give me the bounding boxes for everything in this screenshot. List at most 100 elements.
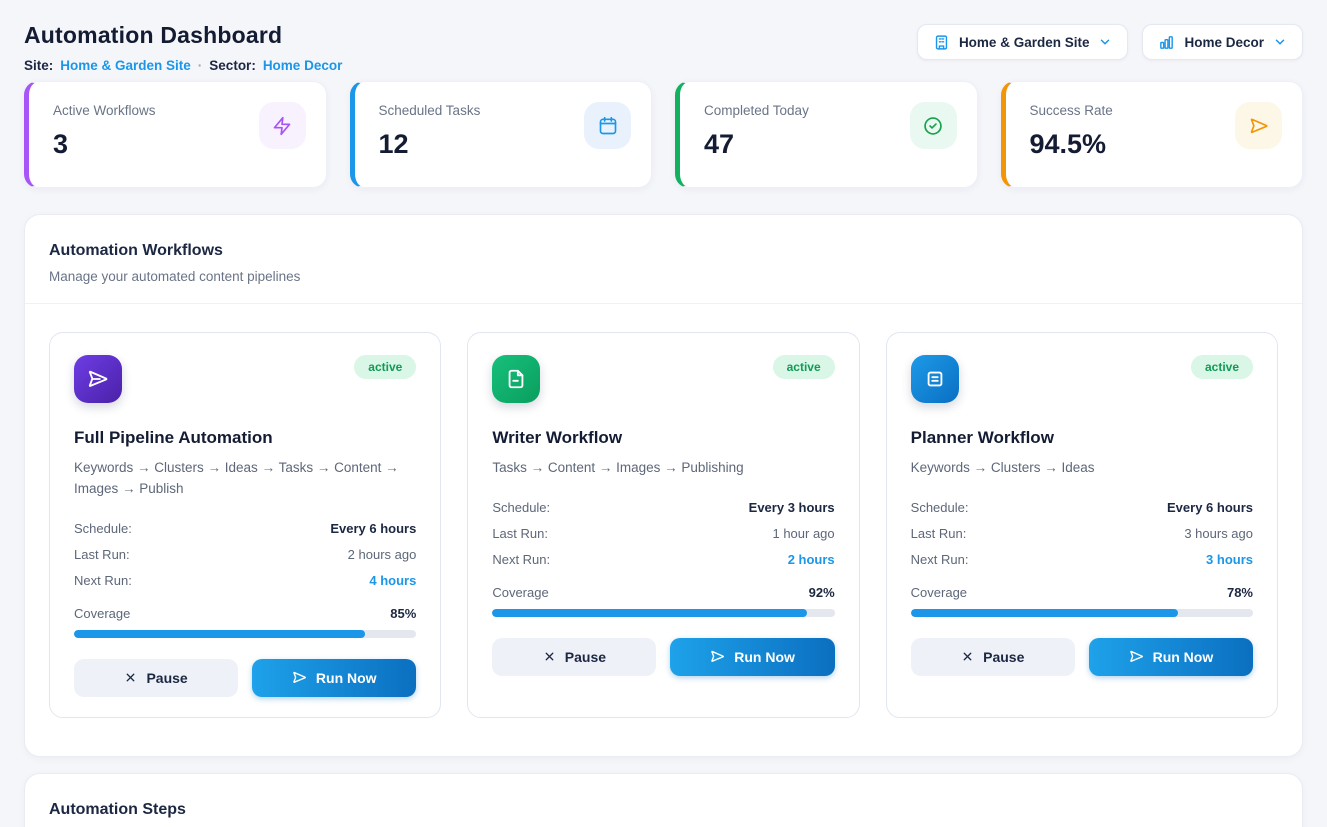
- schedule-row: Schedule: Every 3 hours: [492, 500, 835, 516]
- schedule-value: Every 6 hours: [330, 521, 417, 537]
- header-left: Automation Dashboard Site: Home & Garden…: [24, 22, 342, 73]
- calendar-icon: [584, 102, 631, 149]
- next-run-value: 2 hours: [787, 552, 835, 568]
- site-selector-value: Home & Garden Site: [958, 34, 1090, 50]
- workflow-pipeline: Tasks → Content → Images → Publishing: [492, 460, 744, 475]
- coverage-value: 85%: [390, 605, 417, 621]
- stat-label: Success Rate: [1029, 103, 1113, 118]
- workflows-grid: active Full Pipeline Automation Keywords…: [25, 304, 1302, 756]
- last-run-row: Last Run: 2 hours ago: [74, 547, 417, 563]
- workflows-subtitle: Manage your automated content pipelines: [49, 269, 301, 284]
- header-selectors: Home & Garden Site Home Decor: [916, 24, 1303, 60]
- steps-panel: Automation Steps Configure which steps a…: [24, 772, 1303, 827]
- stat-card-scheduled-tasks: Scheduled Tasks 12: [349, 81, 652, 188]
- status-badge: active: [1190, 355, 1253, 379]
- status-badge: active: [354, 355, 417, 379]
- steps-panel-header: Automation Steps Configure which steps a…: [25, 774, 1302, 827]
- stat-card-success-rate: Success Rate 94.5%: [1000, 81, 1303, 188]
- workflow-card-full-pipeline: active Full Pipeline Automation Keywords…: [49, 332, 442, 718]
- stat-label: Completed Today: [704, 103, 809, 118]
- coverage-block: Coverage 92%: [492, 584, 835, 617]
- stat-label: Scheduled Tasks: [378, 103, 481, 118]
- next-run-row: Next Run: 4 hours: [74, 573, 417, 589]
- coverage-progress-fill: [492, 608, 808, 617]
- coverage-value: 92%: [808, 584, 835, 600]
- send-icon: [710, 649, 725, 664]
- stat-value: 47: [704, 129, 735, 159]
- x-icon: [961, 650, 974, 663]
- zap-icon: [258, 102, 306, 149]
- site-link[interactable]: Home & Garden Site: [60, 58, 191, 73]
- stat-label: Active Workflows: [53, 103, 156, 118]
- sector-link[interactable]: Home Decor: [262, 58, 343, 73]
- sector-selector-dropdown[interactable]: Home Decor: [1142, 24, 1303, 60]
- breadcrumb: Site: Home & Garden Site · Sector: Home …: [24, 58, 342, 73]
- workflow-card-planner: active Planner Workflow Keywords → Clust…: [885, 332, 1278, 718]
- coverage-value: 78%: [1226, 584, 1253, 600]
- workflows-panel-header: Automation Workflows Manage your automat…: [25, 215, 1302, 304]
- next-run-row: Next Run: 2 hours: [492, 552, 835, 568]
- stat-card-completed-today: Completed Today 47: [675, 81, 978, 188]
- x-icon: [543, 650, 556, 663]
- workflow-pipeline: Keywords → Clusters → Ideas → Tasks → Co…: [74, 460, 399, 496]
- stat-value: 12: [378, 129, 409, 159]
- coverage-block: Coverage 78%: [910, 584, 1253, 617]
- workflow-title: Writer Workflow: [492, 428, 623, 447]
- schedule-row: Schedule: Every 6 hours: [74, 521, 417, 537]
- stats-row: Active Workflows 3 Scheduled Tasks 12 Co…: [24, 81, 1303, 188]
- next-run-value: 3 hours: [1206, 552, 1253, 568]
- next-run-value: 4 hours: [369, 573, 417, 589]
- check-circle-icon: [909, 102, 957, 149]
- workflows-panel: Automation Workflows Manage your automat…: [24, 214, 1303, 757]
- bar-chart-icon: [1158, 34, 1175, 51]
- separator-dot: ·: [197, 58, 203, 73]
- workflow-pipeline: Keywords → Clusters → Ideas: [910, 460, 1095, 475]
- schedule-value: Every 6 hours: [1167, 500, 1253, 516]
- coverage-block: Coverage 85%: [74, 605, 417, 638]
- send-icon: [74, 355, 122, 403]
- send-icon: [292, 670, 307, 685]
- workflows-title: Automation Workflows: [49, 242, 223, 259]
- pause-button[interactable]: Pause: [74, 658, 239, 697]
- stat-card-active-workflows: Active Workflows 3: [24, 81, 327, 188]
- workflow-title: Planner Workflow: [910, 428, 1054, 447]
- last-run-value: 3 hours ago: [1184, 526, 1253, 542]
- last-run-value: 1 hour ago: [772, 526, 835, 542]
- site-label: Site:: [24, 58, 54, 73]
- page-header: Automation Dashboard Site: Home & Garden…: [24, 22, 1303, 73]
- workflow-title: Full Pipeline Automation: [74, 428, 273, 447]
- schedule-row: Schedule: Every 6 hours: [910, 500, 1253, 516]
- notepad-icon: [910, 355, 959, 403]
- coverage-progress-fill: [910, 608, 1178, 617]
- schedule-value: Every 3 hours: [748, 500, 835, 516]
- coverage-progress-bar: [492, 608, 835, 617]
- send-icon: [1235, 102, 1282, 149]
- run-now-button[interactable]: Run Now: [1088, 637, 1253, 676]
- steps-title: Automation Steps: [49, 800, 186, 818]
- next-run-row: Next Run: 3 hours: [910, 552, 1253, 568]
- last-run-row: Last Run: 1 hour ago: [492, 526, 835, 542]
- coverage-progress-bar: [74, 629, 417, 638]
- chevron-down-icon: [1098, 35, 1112, 49]
- stat-value: 3: [53, 129, 69, 159]
- x-icon: [124, 671, 137, 684]
- site-selector-dropdown[interactable]: Home & Garden Site: [916, 24, 1129, 60]
- status-badge: active: [772, 355, 835, 379]
- page-title: Automation Dashboard: [24, 22, 283, 48]
- run-now-button[interactable]: Run Now: [670, 637, 835, 676]
- building-icon: [933, 34, 950, 51]
- last-run-row: Last Run: 3 hours ago: [910, 526, 1253, 542]
- coverage-progress-fill: [74, 629, 365, 638]
- pause-button[interactable]: Pause: [492, 637, 657, 676]
- sector-selector-value: Home Decor: [1184, 34, 1264, 50]
- chevron-down-icon: [1273, 35, 1287, 49]
- workflow-card-writer: active Writer Workflow Tasks → Content →…: [467, 332, 860, 718]
- sector-label: Sector:: [209, 58, 256, 73]
- last-run-value: 2 hours ago: [347, 547, 417, 563]
- pause-button[interactable]: Pause: [910, 637, 1075, 676]
- stat-value: 94.5%: [1029, 129, 1107, 159]
- run-now-button[interactable]: Run Now: [252, 658, 417, 697]
- send-icon: [1129, 649, 1144, 664]
- file-text-icon: [492, 355, 541, 403]
